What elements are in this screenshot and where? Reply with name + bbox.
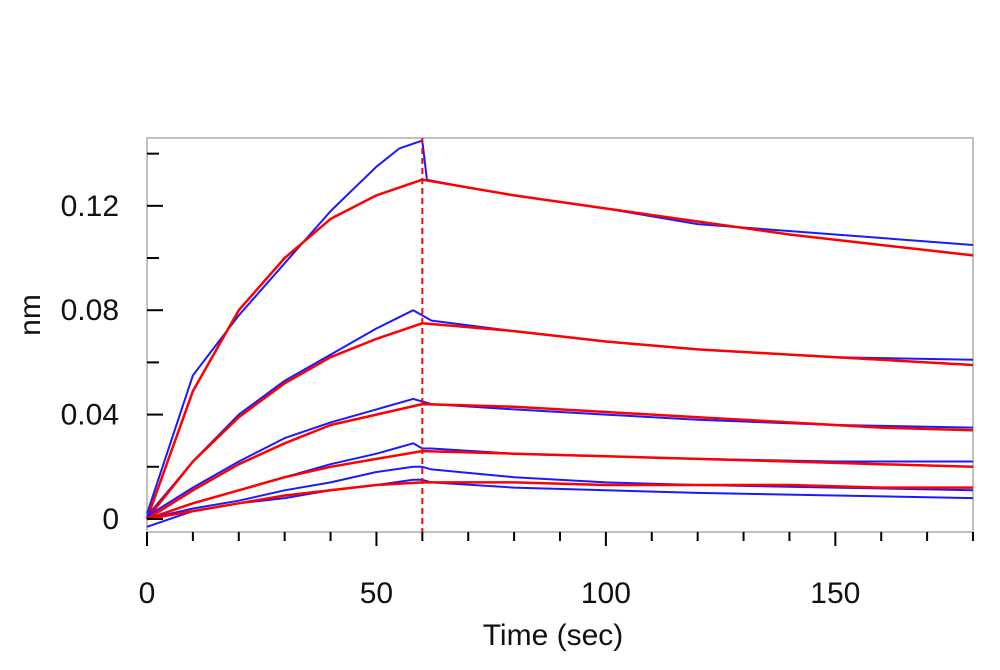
x-tick-label: 0 (139, 577, 156, 610)
y-tick-label: 0.12 (61, 190, 119, 223)
y-axis-label: nm (14, 294, 47, 336)
x-axis-label: Time (sec) (483, 619, 624, 652)
y-tick-label: 0.08 (61, 294, 119, 327)
fit-curve-5 (146, 402, 974, 521)
measured-curve-4 (146, 397, 974, 518)
y-tick-label: 0.04 (61, 399, 119, 432)
plot-frame (146, 137, 974, 533)
y-tick-label: 0 (102, 503, 119, 536)
series-layer (145, 139, 974, 528)
x-tick-label: 50 (360, 577, 393, 610)
axes-layer: 0 50 100 150 0 0.04 0.08 0.12 (61, 152, 974, 610)
x-tick-label: 100 (581, 577, 631, 610)
x-tick-label: 150 (810, 577, 860, 610)
